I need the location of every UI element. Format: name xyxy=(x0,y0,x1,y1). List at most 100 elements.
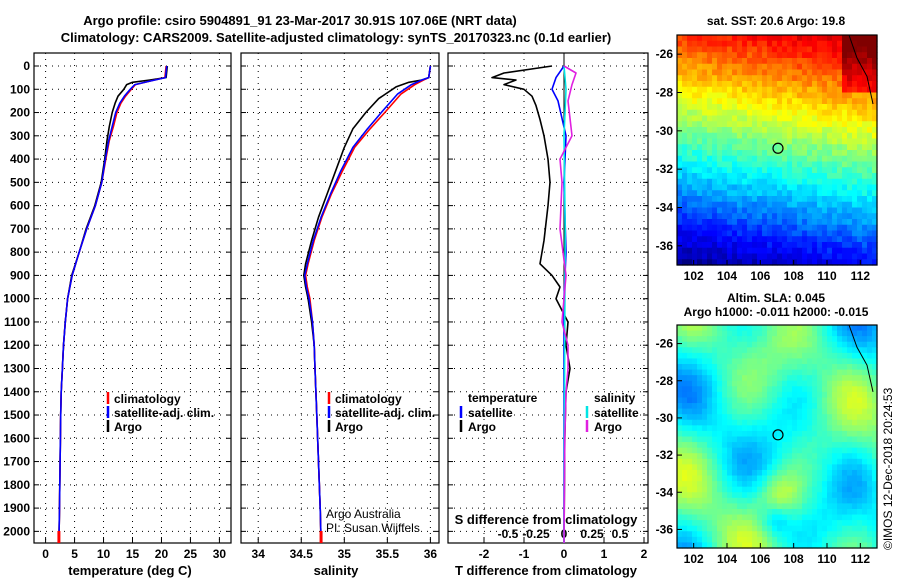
map-cell xyxy=(677,475,683,482)
map-cell xyxy=(747,86,753,94)
map-cell xyxy=(872,341,878,348)
map-cell xyxy=(687,173,693,180)
map-cell xyxy=(712,514,718,521)
map-cell xyxy=(797,352,803,360)
map-cell xyxy=(822,58,828,65)
map-cell xyxy=(837,40,843,48)
map-cell xyxy=(697,190,703,197)
map-cell xyxy=(837,196,843,203)
map-cell xyxy=(852,46,858,53)
map-cell xyxy=(792,115,798,122)
map-cell xyxy=(827,155,833,163)
map-cell xyxy=(727,259,733,266)
map-cell xyxy=(752,380,758,387)
map-cell xyxy=(727,447,733,454)
map-cell xyxy=(697,92,703,99)
map-cell xyxy=(697,230,703,237)
map-cell xyxy=(757,458,763,465)
map-cell xyxy=(727,230,733,237)
map-cell xyxy=(677,92,683,99)
map-cell xyxy=(767,213,773,220)
map-cell xyxy=(702,430,708,438)
map-cell xyxy=(742,236,748,243)
map-cell xyxy=(862,207,868,214)
map-cell xyxy=(802,230,808,237)
map-cell xyxy=(827,464,833,471)
map-cell xyxy=(772,253,778,260)
map-cell xyxy=(687,419,693,426)
map-cell xyxy=(752,207,758,214)
map-cell xyxy=(822,196,828,203)
map-cell xyxy=(802,525,808,532)
map-cell xyxy=(797,380,803,387)
x-tick-label: 30 xyxy=(213,547,227,561)
map-cell xyxy=(747,201,753,209)
map-cell xyxy=(687,98,693,105)
map-cell xyxy=(772,447,778,454)
map-cell xyxy=(782,58,788,65)
map-cell xyxy=(722,525,728,532)
map-cell xyxy=(722,397,728,404)
map-cell xyxy=(767,503,773,510)
map-cell xyxy=(697,161,703,168)
map-cell xyxy=(847,63,853,71)
map-cell xyxy=(762,525,768,532)
map-cell xyxy=(762,514,768,521)
map-cell xyxy=(837,121,843,128)
map-cell xyxy=(697,259,703,266)
map-cell xyxy=(772,358,778,365)
map-cell xyxy=(722,464,728,471)
map-cell xyxy=(832,253,838,260)
map-cell xyxy=(752,458,758,465)
map-cell xyxy=(767,207,773,214)
map-cell xyxy=(722,414,728,421)
map-cell xyxy=(832,184,838,191)
map-cell xyxy=(782,190,788,197)
map-cell xyxy=(757,121,763,128)
map-cell xyxy=(702,201,708,209)
map-cell xyxy=(787,397,793,404)
map-cell xyxy=(707,352,713,360)
map-cell xyxy=(822,52,828,59)
map-cell xyxy=(697,531,703,538)
map-cell xyxy=(732,330,738,337)
map-cell xyxy=(717,63,723,71)
map-cell xyxy=(757,525,763,532)
map-cell xyxy=(722,138,728,145)
map-cell xyxy=(677,46,683,53)
map-cell xyxy=(702,115,708,122)
map-cell xyxy=(812,497,818,504)
map-cell xyxy=(822,403,828,410)
map-cell xyxy=(727,184,733,191)
map-cell xyxy=(792,475,798,482)
map-cell xyxy=(767,167,773,174)
map-cell xyxy=(812,121,818,128)
map-cell xyxy=(852,475,858,482)
map-cell xyxy=(792,531,798,538)
map-cell xyxy=(802,247,808,255)
map-cell xyxy=(822,336,828,343)
map-cell xyxy=(847,259,853,266)
map-cell xyxy=(722,127,728,134)
map-cell xyxy=(752,475,758,482)
map-cell xyxy=(802,341,808,348)
map-cell xyxy=(802,508,808,516)
map-cell xyxy=(772,430,778,438)
map-cell xyxy=(727,127,733,134)
map-cell xyxy=(722,230,728,237)
map-cell xyxy=(752,447,758,454)
map-cell xyxy=(792,247,798,255)
map-cell xyxy=(812,63,818,71)
map-cell xyxy=(842,81,848,88)
map-cell xyxy=(747,380,753,387)
legend-label-s-argo: Argo xyxy=(594,420,622,434)
map-cell xyxy=(782,75,788,82)
map-cell xyxy=(852,542,858,549)
map-cell xyxy=(857,352,863,360)
map-cell xyxy=(782,132,788,140)
map-cell xyxy=(872,236,878,243)
map-cell xyxy=(817,397,823,404)
map-cell xyxy=(812,469,818,477)
map-cell xyxy=(822,520,828,527)
map-cell xyxy=(687,447,693,454)
